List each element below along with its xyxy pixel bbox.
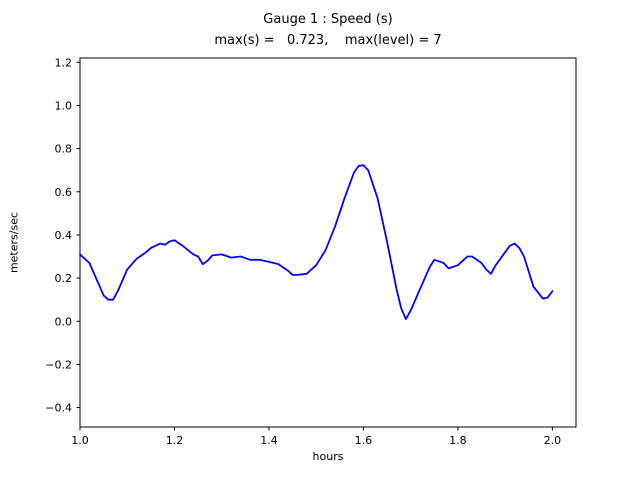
x-tick-label: 1.2 <box>166 434 184 447</box>
x-tick-label: 1.8 <box>449 434 467 447</box>
y-tick-label: 0.4 <box>55 229 73 242</box>
y-tick-label: 0.0 <box>55 315 73 328</box>
y-tick-label: 0.8 <box>55 143 73 156</box>
chart-subtitle: max(s) = 0.723, max(level) = 7 <box>214 33 442 48</box>
y-axis-label: meters/sec <box>7 211 21 274</box>
y-tick-label: −0.2 <box>45 358 72 371</box>
x-tick-label: 1.6 <box>355 434 373 447</box>
x-tick-label: 1.4 <box>260 434 278 447</box>
plot-border <box>79 57 577 428</box>
y-tick-label: 1.2 <box>55 56 73 69</box>
y-tick-label: 1.0 <box>55 99 73 112</box>
x-axis-label: hours <box>312 450 344 463</box>
y-tick-label: 0.2 <box>55 272 73 285</box>
x-tick-label: 2.0 <box>544 434 562 447</box>
y-tick-label: 0.6 <box>55 186 73 199</box>
x-tick-label: 1.0 <box>71 434 89 447</box>
chart-title: Gauge 1 : Speed (s) <box>263 12 393 27</box>
chart-title-block: Gauge 1 : Speed (s) max(s) = 0.723, max(… <box>80 9 576 51</box>
y-tick-label: −0.4 <box>45 402 72 415</box>
speed-line <box>79 164 554 321</box>
